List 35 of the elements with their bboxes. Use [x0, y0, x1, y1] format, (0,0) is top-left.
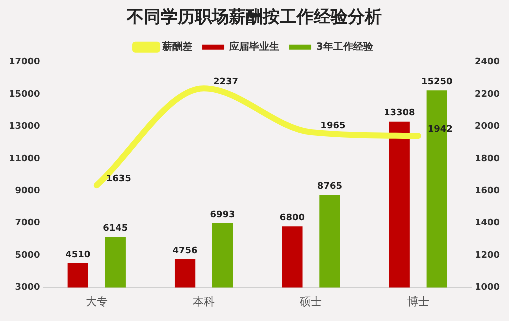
- x-tick-label: 大专: [86, 295, 108, 308]
- y-tick-label: 11000: [9, 154, 40, 164]
- legend-label: 3年工作经验: [316, 40, 374, 53]
- y2-tick-label: 1000: [474, 283, 500, 294]
- x-tick-label: 本科: [193, 295, 216, 308]
- data-label: 2237: [214, 77, 239, 88]
- y2-tick-label: 1200: [474, 250, 500, 261]
- data-label: 6800: [280, 213, 305, 224]
- data-label: 13308: [384, 108, 416, 119]
- data-label: 6145: [103, 224, 128, 234]
- data-label: 1635: [106, 174, 132, 184]
- y2-tick-label: 1800: [474, 154, 500, 164]
- data-label: 4510: [66, 250, 91, 260]
- y-tick-label: 3000: [15, 283, 40, 294]
- chart-title: 不同学历职场薪酬按工作经验分析: [126, 8, 382, 28]
- legend-label: 应届毕业生: [228, 40, 280, 53]
- y2-tick-label: 2000: [474, 122, 500, 132]
- data-label: 15250: [421, 77, 453, 88]
- data-label: 8765: [317, 182, 342, 192]
- y-tick-label: 15000: [9, 90, 40, 100]
- x-tick-label: 博士: [407, 295, 430, 308]
- data-label: 1965: [320, 121, 346, 132]
- x-tick-label: 硕士: [299, 295, 322, 308]
- legend-label: 薪酬差: [162, 40, 193, 53]
- y-tick-label: 17000: [9, 58, 40, 68]
- y-tick-label: 9000: [15, 186, 40, 197]
- y2-tick-label: 2400: [474, 58, 500, 68]
- y2-tick-label: 2200: [474, 90, 500, 100]
- y2-tick-label: 1400: [474, 218, 500, 229]
- y-tick-label: 5000: [15, 250, 40, 261]
- y2-tick-label: 1600: [474, 186, 500, 197]
- y-tick-label: 7000: [15, 218, 40, 229]
- data-label: 6993: [210, 210, 236, 220]
- data-label: 4756: [172, 246, 198, 256]
- y-tick-label: 13000: [9, 122, 40, 132]
